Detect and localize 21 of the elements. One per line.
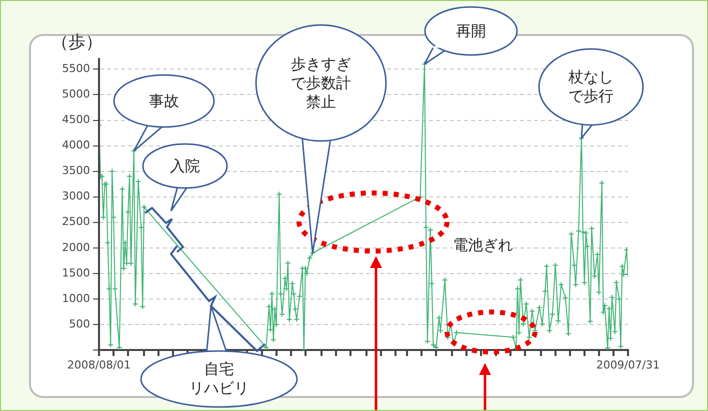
y-tick-label: 3000 [62,190,90,203]
y-tick-label: 4000 [62,138,90,152]
y-tick-label: 4500 [62,113,90,126]
x-tick-label: 2008/08/01 [67,358,131,372]
x-tick-label: 2009/07/31 [596,358,660,372]
annotation: 電池ぎれ [453,236,513,254]
annotation: 杖なしで歩行 [568,68,614,106]
y-axis-title: （歩） [52,32,102,52]
y-tick-label: 1500 [62,266,90,280]
y-tick-label: 500 [69,317,90,330]
y-tick-label: 1000 [62,292,90,305]
annotation: 事故 [149,92,179,110]
text: 自宅リハビリ [189,360,249,398]
annotation: 歩きすぎで歩数計禁止 [291,54,351,112]
y-tick-label: 5000 [62,88,90,101]
y-tick-label: 5500 [62,62,90,76]
annotation: 再開 [456,22,486,40]
y-tick-label: 2500 [62,215,90,228]
y-tick-label: 3500 [62,164,90,178]
y-tick-label: 2000 [62,240,90,254]
annotation: 入院 [170,156,200,176]
